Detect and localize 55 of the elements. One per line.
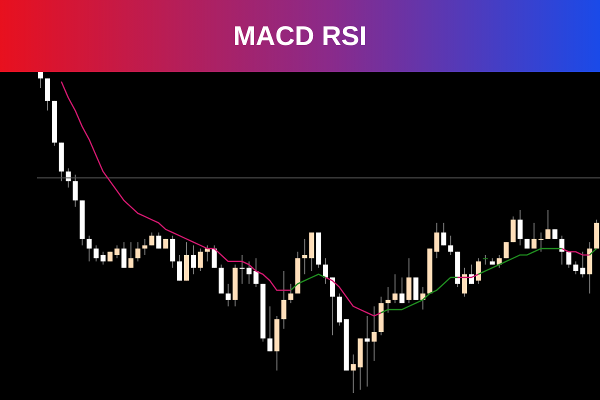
candlestick	[482, 254, 488, 266]
candlestick	[204, 244, 210, 262]
candlestick	[142, 238, 148, 256]
candlestick	[149, 232, 154, 246]
candlestick	[72, 174, 78, 208]
candlestick	[170, 235, 176, 268]
candlestick	[323, 258, 328, 284]
candlestick	[496, 254, 502, 268]
candlestick	[399, 276, 404, 304]
candlestick	[44, 78, 50, 112]
candlestick	[573, 260, 578, 275]
candlestick	[177, 254, 182, 282]
candlestick	[559, 235, 564, 266]
candlestick	[128, 242, 134, 268]
candlestick	[254, 258, 259, 288]
candlestick	[386, 286, 391, 314]
candlestick	[330, 276, 335, 336]
candlestick	[240, 254, 245, 284]
candlestick	[545, 210, 550, 240]
candlestick	[94, 244, 99, 262]
candlestick	[441, 222, 446, 246]
candlestick	[156, 232, 162, 250]
candlestick	[406, 258, 412, 304]
candlestick	[372, 306, 377, 362]
candlestick	[288, 283, 294, 304]
candlestick	[350, 354, 356, 393]
candlestick	[212, 244, 217, 268]
candlestick	[448, 235, 454, 256]
candlestick	[476, 258, 481, 284]
candlestick	[538, 232, 544, 252]
candlestick	[86, 235, 92, 262]
candlestick	[392, 274, 398, 304]
candlestick	[510, 216, 516, 243]
candlestick	[462, 267, 468, 298]
candlestick	[246, 260, 252, 284]
candlestick	[267, 306, 272, 352]
chart-title: MACD RSI	[233, 20, 367, 52]
candlestick	[190, 244, 196, 275]
candlestick	[566, 251, 572, 268]
candlestick	[413, 276, 418, 300]
candlestick	[114, 244, 120, 259]
candlestick	[364, 315, 370, 388]
candlestick	[38, 72, 44, 89]
candlestick	[100, 251, 106, 266]
candlestick	[518, 210, 523, 246]
candlestick	[121, 242, 126, 268]
candlestick	[468, 264, 474, 284]
candlestick	[281, 270, 286, 330]
candlestick	[135, 242, 140, 262]
candlestick	[198, 248, 203, 272]
candlestick	[580, 251, 586, 278]
candlestick	[302, 238, 308, 275]
candlestick	[504, 242, 509, 259]
candlestick	[226, 283, 231, 307]
candlestick	[532, 222, 537, 250]
